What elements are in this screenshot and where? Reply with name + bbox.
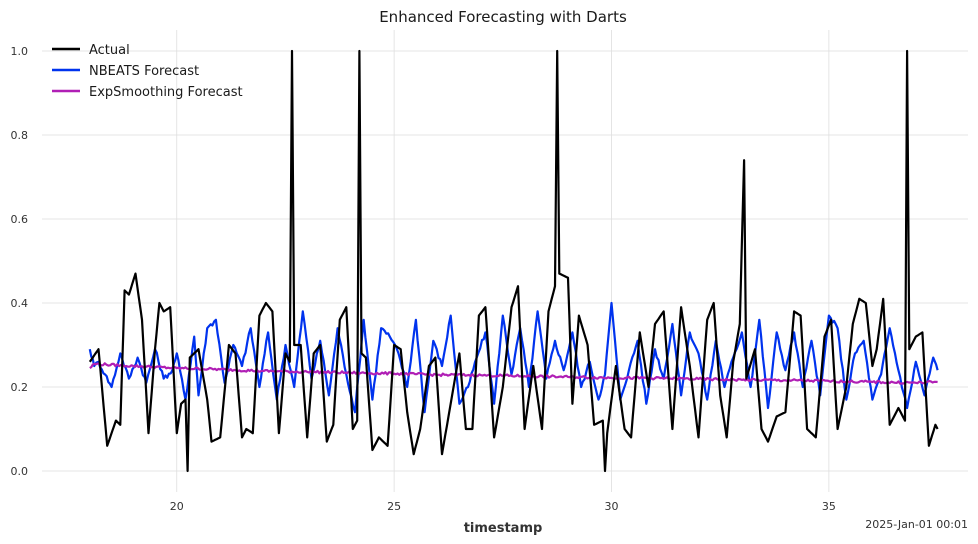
series-line-actual	[88, 49, 939, 473]
chart-title: Enhanced Forecasting with Darts	[379, 8, 627, 26]
x-tick-label: 20	[170, 500, 184, 513]
x-tick-label: 35	[822, 500, 836, 513]
legend-label: NBEATS Forecast	[89, 64, 199, 79]
x-tick-label: 25	[387, 500, 401, 513]
y-tick-label: 0.4	[11, 297, 29, 310]
y-tick-label: 1.0	[11, 45, 29, 58]
y-tick-label: 0.6	[11, 213, 29, 226]
series-line-expsmoothing-forecast	[89, 362, 938, 385]
x-tick-label: 30	[605, 500, 619, 513]
x-axis-ticks: 20 25 30 35	[170, 500, 836, 513]
x-axis-label: timestamp	[464, 521, 543, 536]
y-tick-label: 0.2	[11, 381, 29, 394]
x-offset-label: 2025-Jan-01 00:01	[865, 518, 968, 531]
series-line-nbeats-forecast	[88, 301, 939, 414]
y-tick-label: 0.8	[11, 129, 29, 142]
legend: Actual NBEATS Forecast ExpSmoothing Foreca…	[52, 43, 243, 100]
legend-label: ExpSmoothing Forecast	[89, 85, 243, 100]
y-tick-label: 0.0	[11, 465, 29, 478]
legend-label: Actual	[89, 43, 130, 58]
grid-lines	[42, 30, 968, 492]
series-lines	[88, 49, 939, 473]
y-axis-ticks: 0.0 0.2 0.4 0.6 0.8 1.0	[11, 45, 29, 478]
